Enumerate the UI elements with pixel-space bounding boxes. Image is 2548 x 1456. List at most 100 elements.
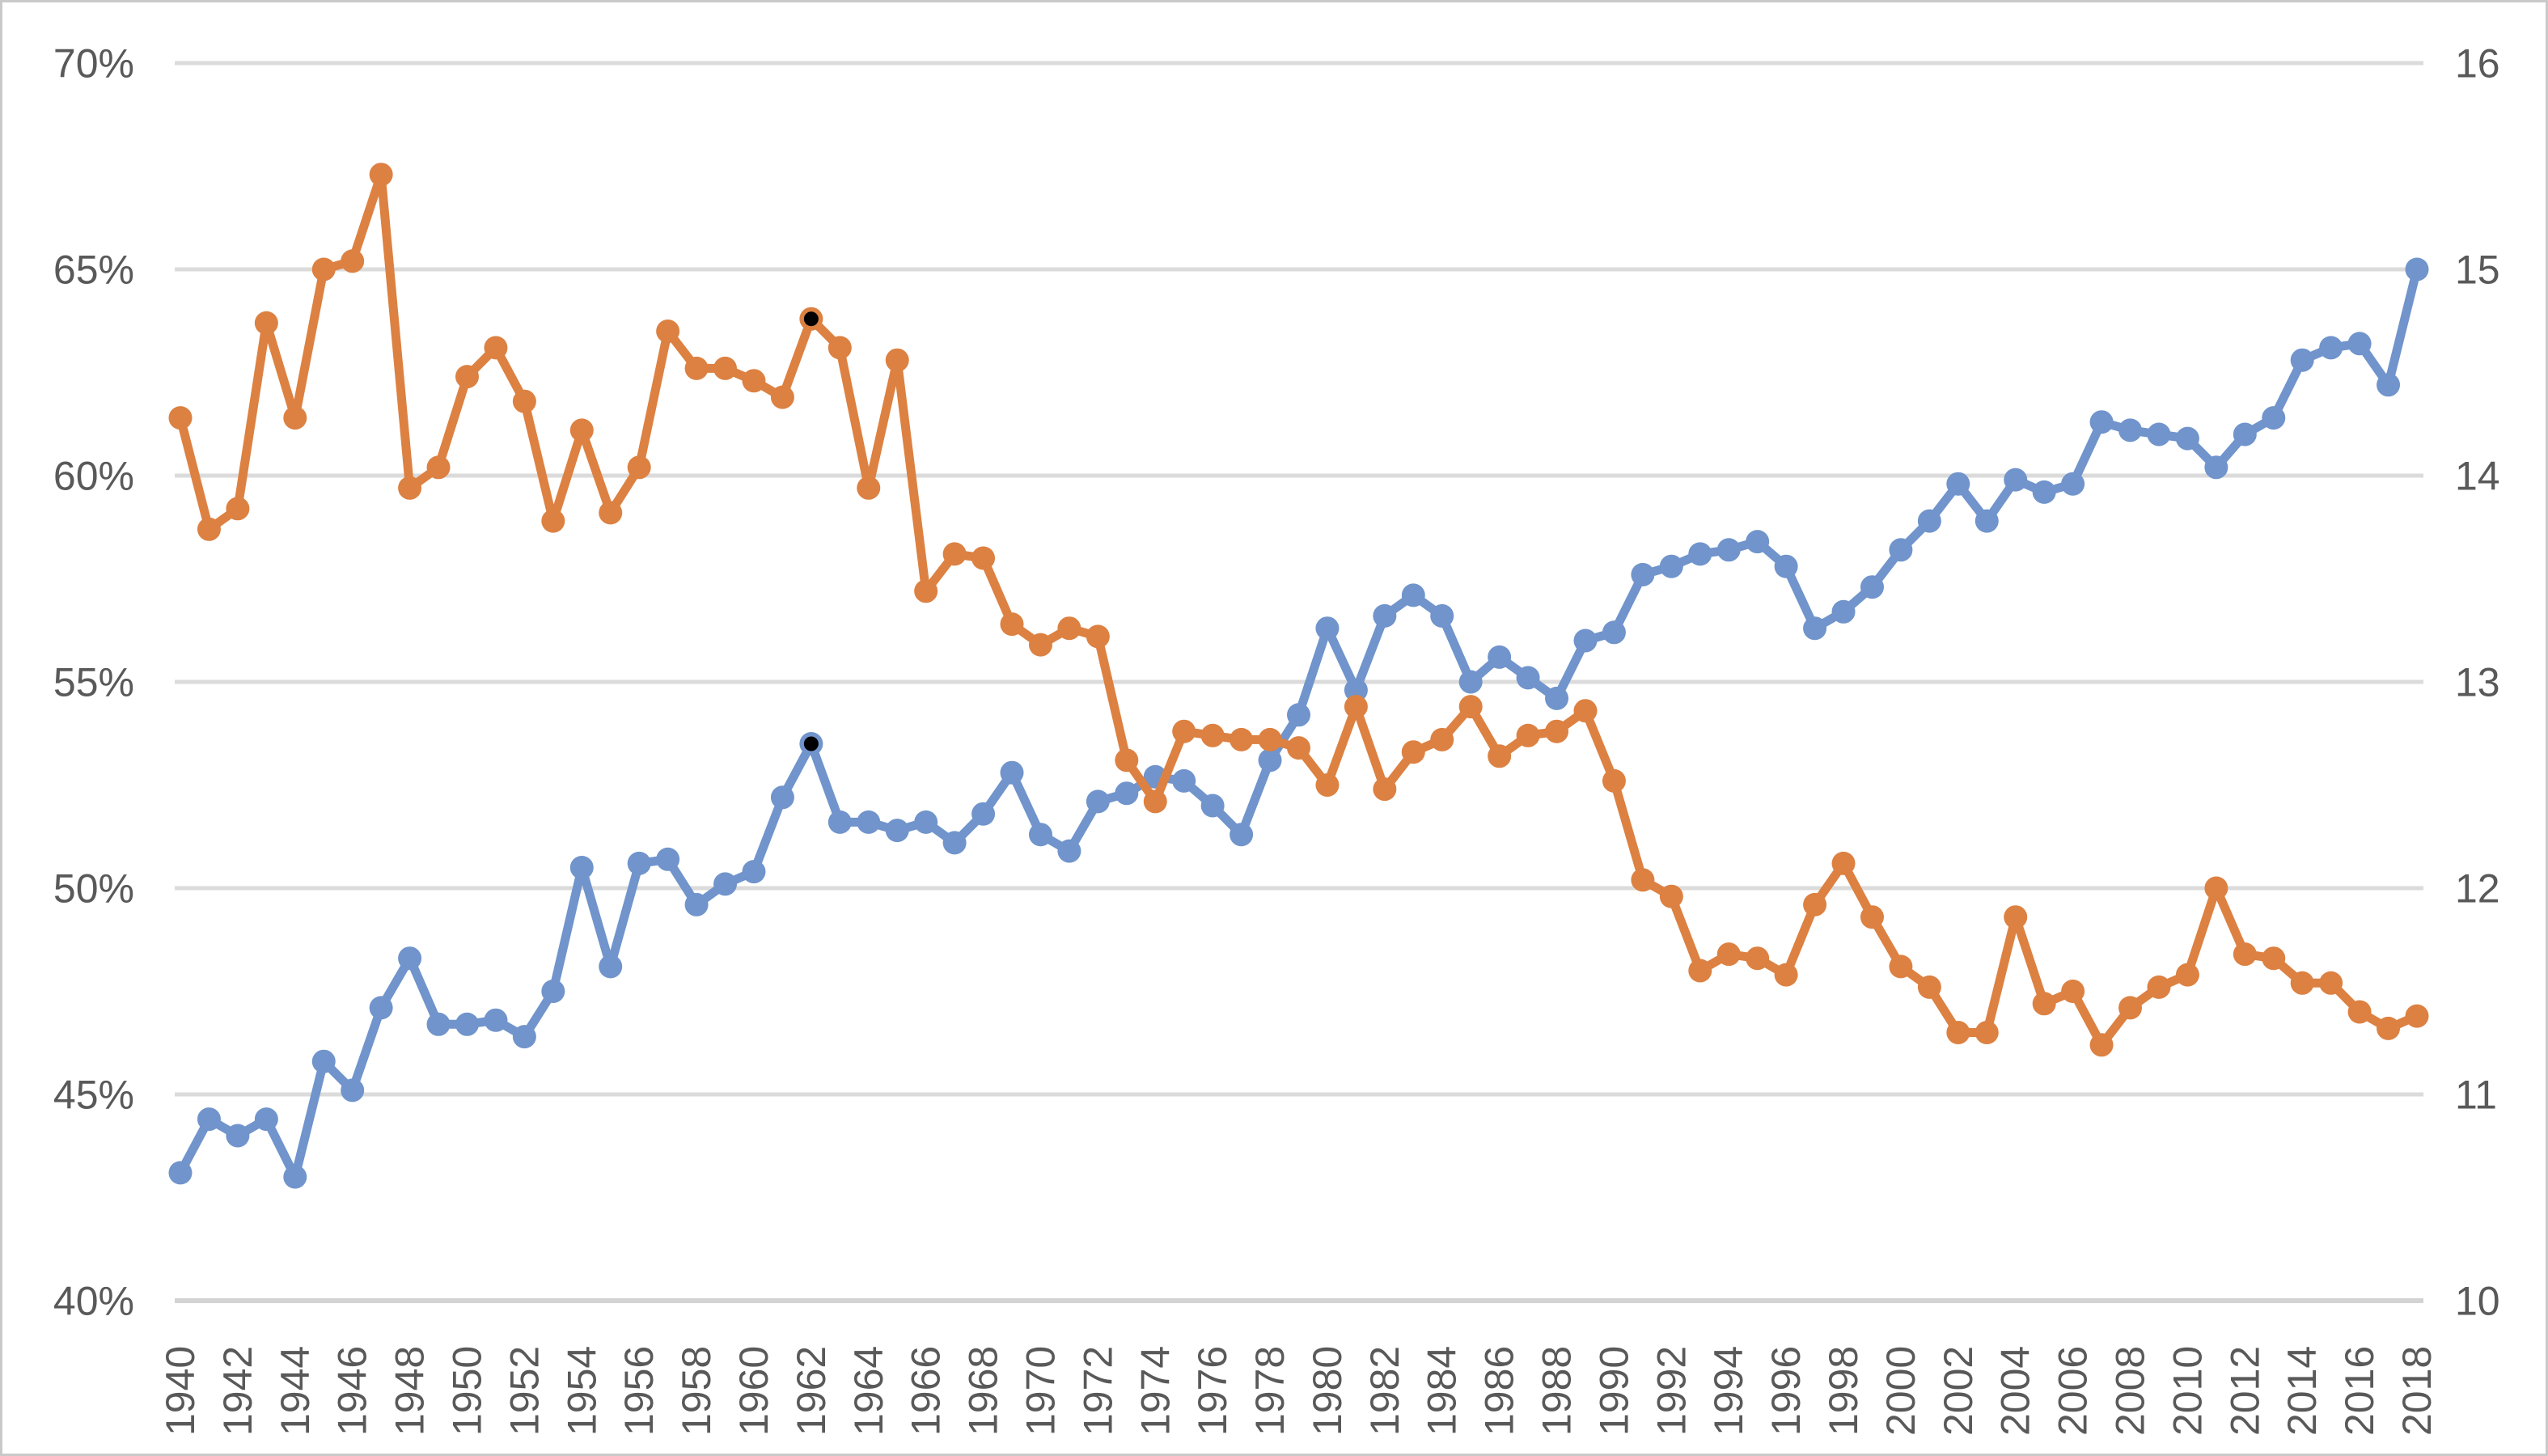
orange-series-point-1941 <box>197 517 221 541</box>
x-axis-tick-label: 1960 <box>731 1346 777 1436</box>
orange-series-point-1963 <box>827 336 852 360</box>
x-axis-tick-label: 1988 <box>1534 1346 1580 1436</box>
blue-series-point-1969 <box>1000 760 1024 785</box>
blue-series-point-2009 <box>2147 422 2171 447</box>
orange-series-point-1978 <box>1258 727 1282 751</box>
orange-series-point-2004 <box>2004 905 2028 929</box>
x-axis-tick-label: 1962 <box>789 1346 834 1436</box>
x-axis-tick-label: 1976 <box>1190 1346 1235 1436</box>
orange-series-point-1970 <box>1028 633 1052 657</box>
blue-series-point-1984 <box>1430 603 1454 628</box>
blue-series-point-2011 <box>2204 455 2228 480</box>
blue-series-point-1979 <box>1287 703 1310 727</box>
orange-series-point-1946 <box>341 249 365 273</box>
blue-series-point-1966 <box>914 810 938 834</box>
orange-series-point-1976 <box>1200 723 1225 747</box>
blue-series-point-1973 <box>1115 781 1139 806</box>
orange-series-point-1943 <box>254 311 278 335</box>
x-axis-tick-label: 1946 <box>330 1346 375 1436</box>
x-axis-tick-label: 1982 <box>1362 1346 1407 1436</box>
orange-series-point-2008 <box>2118 996 2143 1020</box>
blue-series-point-2018 <box>2405 257 2429 281</box>
x-axis-tick-label: 2006 <box>2051 1346 2096 1436</box>
orange-series-point-2007 <box>2089 1033 2114 1057</box>
x-axis-tick-label: 2002 <box>1936 1346 1981 1436</box>
orange-series-point-1992 <box>1659 884 1683 908</box>
x-axis-tick-label: 1956 <box>616 1346 662 1436</box>
orange-series-point-1995 <box>1746 946 1770 971</box>
orange-series-point-1945 <box>311 257 336 281</box>
x-axis-tick-label: 1986 <box>1477 1346 1522 1436</box>
blue-series-point-2016 <box>2347 332 2372 356</box>
x-axis-tick-label: 1966 <box>904 1346 949 1436</box>
orange-series-point-1952 <box>512 389 536 413</box>
blue-series-point-1967 <box>942 831 967 855</box>
blue-series-point-1948 <box>398 946 422 971</box>
blue-series-point-1951 <box>484 1008 508 1032</box>
blue-series-point-1946 <box>341 1078 365 1103</box>
blue-series-point-2001 <box>1917 509 1941 533</box>
orange-series-point-1991 <box>1631 868 1655 892</box>
blue-series-highlight-marker <box>803 736 819 751</box>
blue-series-point-2004 <box>2004 468 2028 492</box>
blue-series-point-1995 <box>1746 530 1770 554</box>
x-axis-tick-label: 1944 <box>273 1346 318 1436</box>
blue-series-point-1997 <box>1803 616 1827 641</box>
blue-series-point-1982 <box>1373 603 1397 628</box>
x-axis-tick-label: 1942 <box>215 1346 260 1436</box>
blue-series-point-1942 <box>226 1124 250 1148</box>
blue-series-point-2015 <box>2319 336 2343 360</box>
blue-series-point-1949 <box>426 1012 451 1036</box>
blue-series-point-1994 <box>1716 538 1741 562</box>
blue-series-point-1976 <box>1200 794 1225 818</box>
orange-series-point-2018 <box>2405 1004 2429 1028</box>
orange-series-point-2001 <box>1917 975 1941 999</box>
orange-series-point-1950 <box>455 365 479 389</box>
orange-series-point-1983 <box>1401 740 1425 764</box>
orange-series-point-1990 <box>1602 768 1626 793</box>
orange-series-point-1959 <box>713 356 738 380</box>
orange-series-point-2009 <box>2147 975 2171 999</box>
blue-series-point-1945 <box>311 1049 336 1073</box>
x-axis-tick-label: 1992 <box>1649 1346 1694 1436</box>
blue-series-point-1961 <box>770 785 794 810</box>
x-axis-tick-label: 2004 <box>1993 1346 2038 1436</box>
orange-series-point-1956 <box>627 455 651 480</box>
blue-series-point-1940 <box>168 1161 193 1185</box>
blue-series-point-1954 <box>569 856 594 879</box>
orange-series-point-1999 <box>1860 905 1884 929</box>
orange-series-point-1994 <box>1716 942 1741 967</box>
orange-series-line <box>176 170 2422 1050</box>
blue-series-point-1977 <box>1230 823 1254 847</box>
blue-series-point-1992 <box>1659 554 1683 578</box>
blue-series-point-1998 <box>1831 599 1856 624</box>
x-axis-tick-label: 1940 <box>158 1346 203 1436</box>
blue-series-point-2006 <box>2061 472 2085 496</box>
orange-series-point-1967 <box>942 542 967 566</box>
blue-series-point-1993 <box>1688 542 1712 566</box>
orange-series-point-1973 <box>1115 748 1139 772</box>
orange-series-point-2006 <box>2061 980 2085 1003</box>
blue-series-point-2010 <box>2175 426 2199 451</box>
orange-series-point-1951 <box>484 336 508 360</box>
blue-series-point-1985 <box>1458 670 1483 694</box>
orange-series-point-1942 <box>226 497 250 521</box>
blue-series-point-1955 <box>599 954 623 979</box>
blue-series-point-2005 <box>2032 480 2056 504</box>
orange-series-point-1989 <box>1573 699 1598 723</box>
blue-series-point-2013 <box>2262 406 2286 430</box>
orange-series-point-1979 <box>1287 736 1310 760</box>
orange-series-point-1987 <box>1516 723 1540 747</box>
orange-series-point-2014 <box>2290 971 2314 995</box>
orange-series-point-2005 <box>2032 992 2056 1016</box>
orange-series-point-2013 <box>2262 946 2286 971</box>
orange-series-point-1948 <box>398 476 422 500</box>
x-axis-tick-label: 2010 <box>2165 1346 2210 1436</box>
blue-series-point-1983 <box>1401 583 1425 607</box>
orange-series-point-1960 <box>742 369 766 393</box>
orange-series-point-1997 <box>1803 892 1827 916</box>
blue-series-point-2000 <box>1889 538 1913 562</box>
orange-series-point-1984 <box>1430 727 1454 751</box>
left-axis-tick-label: 65% <box>53 248 134 293</box>
